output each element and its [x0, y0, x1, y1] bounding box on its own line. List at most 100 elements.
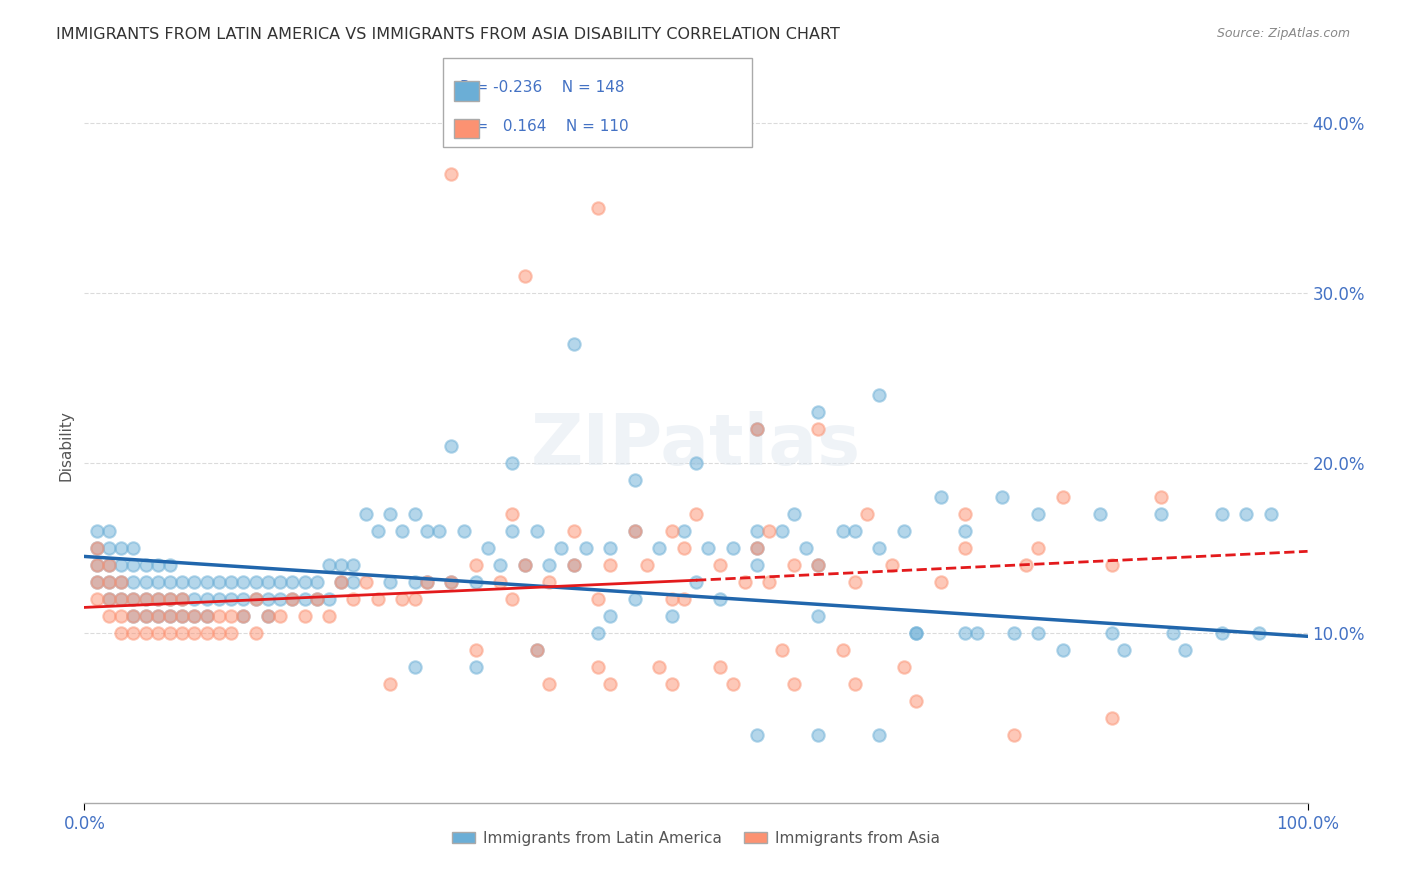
Point [219, 626, 242, 640]
Point [195, 591, 218, 606]
Point [404, 507, 426, 521]
Point [770, 643, 793, 657]
Point [245, 591, 267, 606]
Point [526, 524, 548, 538]
Point [122, 574, 145, 589]
Point [219, 608, 242, 623]
Point [86, 574, 108, 589]
Point [502, 591, 524, 606]
Point [318, 591, 340, 606]
Point [709, 558, 731, 572]
Point [122, 608, 145, 623]
Point [146, 591, 169, 606]
Point [195, 574, 218, 589]
Point [807, 608, 830, 623]
Point [648, 660, 671, 674]
Point [636, 558, 658, 572]
Point [305, 574, 328, 589]
Point [807, 558, 830, 572]
Point [318, 558, 340, 572]
Point [305, 591, 328, 606]
Point [97, 574, 120, 589]
Point [1052, 643, 1074, 657]
Point [416, 574, 439, 589]
Point [245, 591, 267, 606]
Point [232, 608, 254, 623]
Point [599, 608, 621, 623]
Text: Source: ZipAtlas.com: Source: ZipAtlas.com [1216, 27, 1350, 40]
Point [672, 541, 695, 555]
Point [159, 574, 181, 589]
Point [893, 524, 915, 538]
Point [747, 422, 769, 436]
Point [599, 558, 621, 572]
Point [1052, 490, 1074, 504]
Point [342, 591, 364, 606]
Point [232, 574, 254, 589]
Point [86, 558, 108, 572]
Point [991, 490, 1014, 504]
Point [685, 456, 707, 470]
Point [97, 524, 120, 538]
Point [1236, 507, 1258, 521]
Point [135, 591, 157, 606]
Point [208, 591, 231, 606]
Point [257, 608, 280, 623]
Point [648, 541, 671, 555]
Point [281, 591, 304, 606]
Point [172, 608, 194, 623]
Point [661, 677, 683, 691]
Point [97, 574, 120, 589]
Point [122, 626, 145, 640]
Point [281, 591, 304, 606]
Point [464, 660, 486, 674]
Point [86, 541, 108, 555]
Point [183, 608, 205, 623]
Point [685, 574, 707, 589]
Point [97, 591, 120, 606]
Point [661, 524, 683, 538]
Point [195, 608, 218, 623]
Point [586, 591, 609, 606]
Y-axis label: Disability: Disability [58, 410, 73, 482]
Point [1101, 626, 1123, 640]
Point [599, 677, 621, 691]
Point [685, 507, 707, 521]
Point [807, 728, 830, 742]
Point [758, 524, 780, 538]
Point [416, 524, 439, 538]
Point [135, 574, 157, 589]
Point [586, 660, 609, 674]
Point [159, 608, 181, 623]
Point [966, 626, 988, 640]
Point [747, 728, 769, 742]
Point [831, 524, 853, 538]
Text: R =   0.164    N = 110: R = 0.164 N = 110 [460, 119, 628, 134]
Point [269, 574, 291, 589]
Point [172, 591, 194, 606]
Point [1161, 626, 1184, 640]
Point [159, 591, 181, 606]
Point [294, 608, 316, 623]
Point [1101, 558, 1123, 572]
Point [97, 591, 120, 606]
Point [86, 558, 108, 572]
Point [391, 591, 413, 606]
Point [1150, 490, 1173, 504]
Point [661, 608, 683, 623]
Point [232, 591, 254, 606]
Point [502, 524, 524, 538]
Point [269, 608, 291, 623]
Point [1211, 507, 1233, 521]
Text: R = -0.236    N = 148: R = -0.236 N = 148 [460, 80, 624, 95]
Point [305, 591, 328, 606]
Point [146, 558, 169, 572]
Point [1174, 643, 1197, 657]
Point [183, 574, 205, 589]
Point [526, 643, 548, 657]
Point [526, 643, 548, 657]
Point [758, 574, 780, 589]
Point [807, 558, 830, 572]
Point [1088, 507, 1111, 521]
Point [1028, 507, 1050, 521]
